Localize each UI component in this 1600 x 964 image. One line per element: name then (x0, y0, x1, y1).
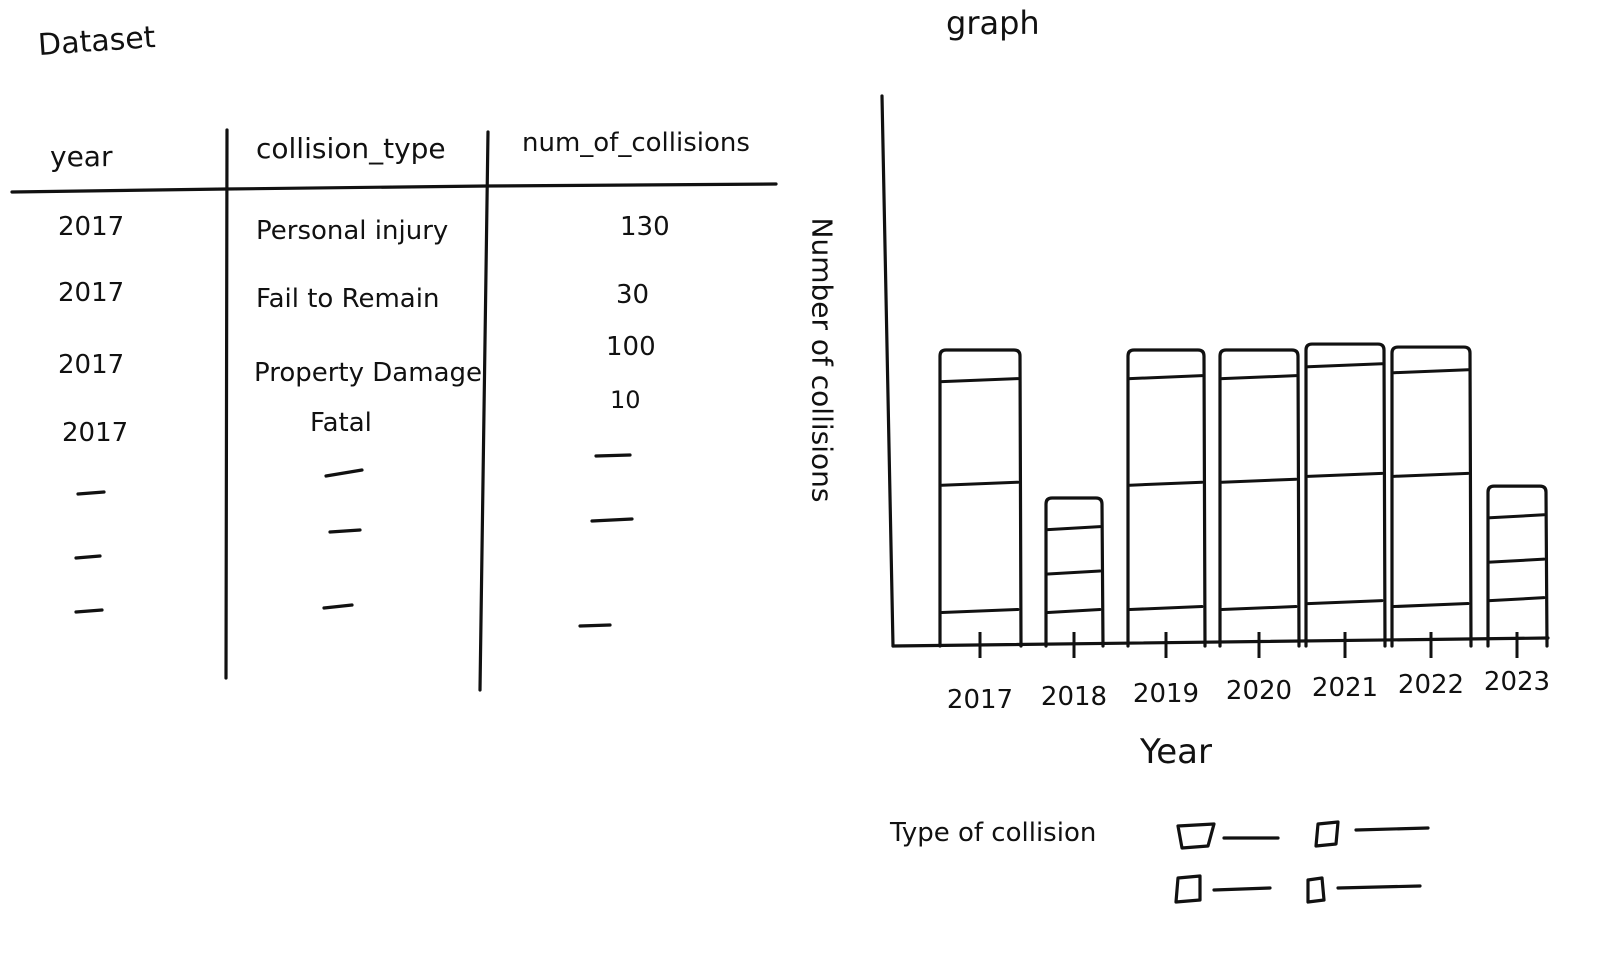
bar-segment-divider (1046, 607, 1102, 614)
bars-group (938, 342, 1549, 648)
legend-swatch (1176, 822, 1216, 850)
bar-segment-divider (1488, 557, 1546, 564)
bar-2019 (1126, 348, 1207, 648)
bar-2017 (938, 348, 1023, 648)
table-cell-num-collisions: 100 (606, 332, 656, 362)
bar-segment-divider (1392, 602, 1470, 609)
x-tick-label: 2023 (1484, 667, 1550, 697)
empty-row-dash (578, 623, 612, 628)
x-tick-label: 2018 (1041, 682, 1107, 712)
empty-row-dash (594, 453, 632, 458)
bar-segment-divider (1306, 362, 1384, 369)
table-cell-collision-type: Fatal (310, 408, 372, 438)
table-header-rule (10, 182, 778, 194)
legend-line (1336, 884, 1422, 890)
bar-segment-divider (940, 607, 1020, 614)
empty-row-dash (74, 554, 102, 560)
empty-row-dash (590, 517, 634, 523)
table-cell-num-collisions: 10 (610, 386, 641, 414)
bar-2018 (1044, 496, 1105, 648)
table-cell-num-collisions: 30 (616, 280, 650, 310)
x-tick-label: 2022 (1398, 670, 1464, 700)
bar-segment-divider (1392, 471, 1470, 478)
bar-segment-divider (1488, 596, 1546, 603)
bar-segment-divider (1046, 569, 1102, 576)
table-cell-num-collisions: 130 (620, 212, 670, 242)
table-cell-year: 2017 (58, 212, 125, 242)
legend-line (1354, 826, 1430, 832)
bar-2023 (1486, 484, 1549, 648)
column-header-year: year (50, 140, 113, 173)
x-axis-label: Year (1140, 732, 1212, 772)
column-header-num-of-collisions: num_of_collisions (522, 128, 750, 158)
empty-row-dash (322, 603, 354, 610)
table-cell-year: 2017 (58, 278, 125, 308)
x-tick-label: 2020 (1226, 676, 1292, 706)
legend-swatch (1306, 876, 1326, 904)
x-tick-label: 2017 (947, 685, 1013, 715)
y-axis (880, 94, 895, 648)
x-tick-label: 2019 (1133, 679, 1199, 709)
legend-line (1212, 886, 1272, 892)
ticks-group: 2017 2018 2019 2020 2021 2022 2023 (947, 632, 1550, 715)
table-cell-collision-type: Property Damage (254, 358, 482, 388)
bar-segment-divider (1392, 368, 1470, 375)
empty-row-dash (328, 528, 362, 534)
legend-swatch (1314, 820, 1340, 848)
column-header-collision-type: collision_type (256, 132, 446, 165)
bar-segment-divider (1220, 374, 1298, 381)
bar-segment-divider (1488, 513, 1546, 520)
empty-row-dash (76, 490, 106, 496)
bar-segment-divider (1128, 480, 1204, 487)
bar-segment-divider (940, 377, 1020, 384)
bar-2021 (1304, 342, 1387, 648)
table-column-divider (224, 128, 229, 680)
legend-title: Type of collision (890, 818, 1097, 848)
table-cell-year: 2017 (62, 418, 129, 448)
x-tick-label: 2021 (1312, 673, 1378, 703)
bar-segment-divider (940, 480, 1020, 487)
empty-row-dash (324, 468, 364, 478)
table-cell-collision-type: Fail to Remain (256, 284, 440, 314)
empty-row-dash (74, 608, 104, 614)
bar-segment-divider (1306, 599, 1384, 606)
graph-title: graph (946, 4, 1040, 42)
bar-segment-divider (1046, 525, 1102, 532)
bar-segment-divider (1220, 605, 1298, 612)
legend-swatch (1174, 874, 1202, 904)
bar-segment-divider (1306, 471, 1384, 478)
bar-segment-divider (1220, 477, 1298, 484)
bar-segment-divider (1128, 374, 1204, 381)
bar-2020 (1218, 348, 1301, 648)
table-cell-year: 2017 (58, 350, 125, 380)
bar-segment-divider (1128, 605, 1204, 612)
table-column-divider (478, 130, 490, 692)
bar-2022 (1390, 345, 1473, 648)
table-cell-collision-type: Personal injury (256, 216, 449, 246)
